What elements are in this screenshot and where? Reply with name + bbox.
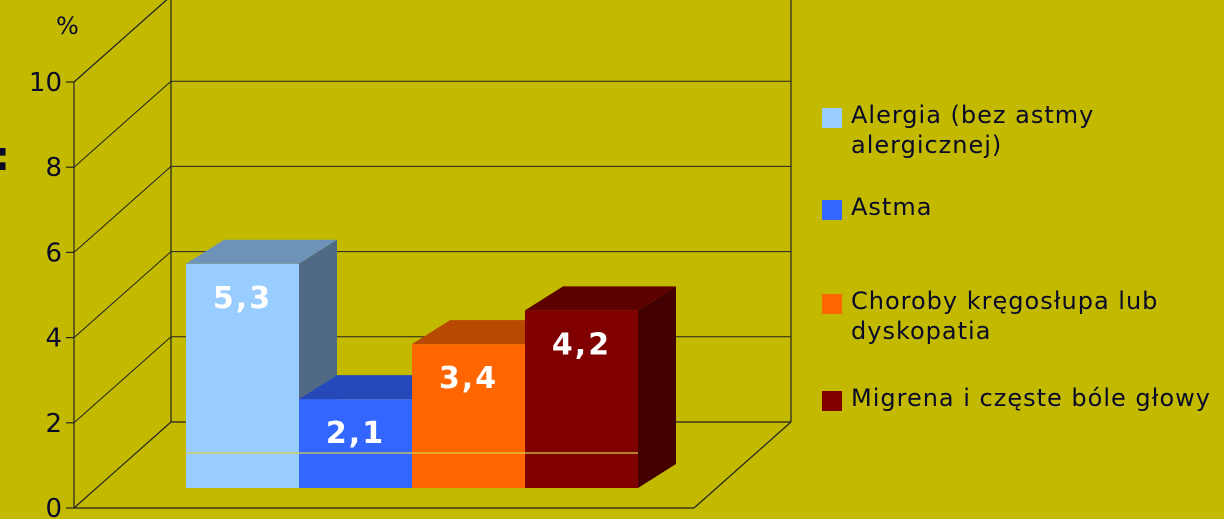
legend-label: Alergia (bez astmy alergicznej) <box>851 101 1095 159</box>
y-tick-label: 0 <box>45 494 62 519</box>
data-label: 5,3 <box>213 281 272 316</box>
bar: 4,2 <box>525 286 676 488</box>
y-tick-label: 10 <box>29 68 62 98</box>
data-label: 2,1 <box>326 416 385 451</box>
floor-right-edge <box>693 421 792 509</box>
bar-front <box>186 263 299 488</box>
legend-swatch <box>822 391 842 411</box>
y-axis: 0 2 4 6 8 10 <box>29 68 74 519</box>
legend-swatch <box>822 200 842 220</box>
legend-label: Migrena i częste bóle głowy <box>851 384 1211 412</box>
bar-front <box>299 399 412 488</box>
chart-outline <box>73 0 792 508</box>
bar-front <box>412 344 525 488</box>
gridline-side <box>73 251 172 338</box>
legend-label: Astma <box>851 193 933 221</box>
legend-item: Alergia (bez astmy alergicznej) <box>822 100 1211 160</box>
gridline-side <box>73 80 172 168</box>
floor-left-edge <box>73 421 172 509</box>
legend-item: Choroby kręgosłupa lub dyskopatia <box>822 286 1211 346</box>
y-tick-label: 2 <box>45 409 62 439</box>
edge-mark: : <box>0 134 10 180</box>
gridline-side <box>73 166 172 253</box>
legend-label: Choroby kręgosłupa lub dyskopatia <box>851 287 1159 345</box>
legend-swatch <box>822 108 842 128</box>
bar-top <box>186 239 337 264</box>
legend-item: Migrena i częste bóle głowy <box>822 383 1211 413</box>
gridline-side <box>73 336 172 424</box>
legend-swatch <box>822 294 842 314</box>
y-tick-label: 4 <box>45 324 62 354</box>
y-tick-label: 6 <box>45 238 62 268</box>
data-label: 4,2 <box>552 327 611 362</box>
bar-side <box>638 286 676 488</box>
legend-item: Astma <box>822 192 1211 222</box>
bar-front <box>525 310 638 488</box>
data-label: 3,4 <box>439 361 498 396</box>
unit-label: % <box>56 12 79 40</box>
bars: 5,3 2,1 3,4 4,2 <box>186 239 676 488</box>
y-tick-label: 8 <box>45 153 62 183</box>
bar-top <box>525 286 676 311</box>
gridline-side <box>73 0 168 83</box>
